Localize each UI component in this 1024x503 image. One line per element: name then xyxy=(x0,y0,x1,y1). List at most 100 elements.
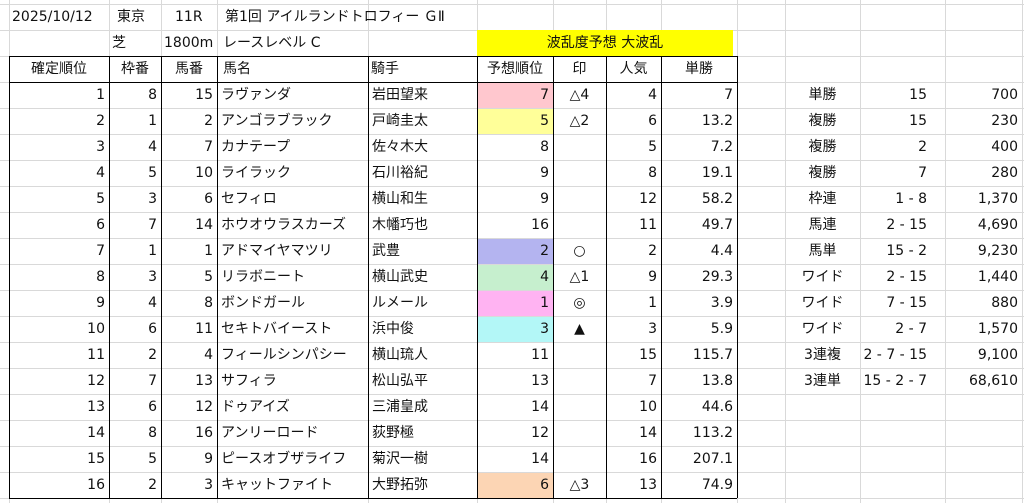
gridline xyxy=(0,316,1024,317)
payout-type: 単勝 xyxy=(808,87,837,103)
payout-combo: 2 xyxy=(918,139,927,155)
payout-amount: 700 xyxy=(991,87,1018,103)
cell-pred: 2 xyxy=(540,243,549,259)
cell-rank: 11 xyxy=(87,347,105,363)
payout-amount: 4,690 xyxy=(977,217,1018,233)
cell-mark xyxy=(553,394,606,420)
cell-uma: 14 xyxy=(195,217,213,233)
gridline xyxy=(0,290,1024,291)
table-border xyxy=(368,56,369,498)
column-header: 単勝 xyxy=(685,61,713,77)
gridline xyxy=(785,0,786,503)
cell-horse: ラヴァンダ xyxy=(221,87,291,103)
distance: 1800m xyxy=(164,35,214,51)
payout-amount: 1,370 xyxy=(977,191,1018,207)
cell-horse: ライラック xyxy=(221,165,291,181)
cell-jockey: ルメール xyxy=(372,295,428,311)
cell-mark: ▲ xyxy=(574,321,585,337)
cell-rank: 5 xyxy=(96,191,105,207)
cell-waku: 7 xyxy=(148,217,157,233)
cell-mark xyxy=(553,342,606,368)
payout-type: ワイド xyxy=(801,321,844,337)
gridline xyxy=(0,212,1024,213)
cell-jockey: 大野拓弥 xyxy=(372,477,428,493)
cell-waku: 6 xyxy=(148,321,157,337)
cell-odds: 13.2 xyxy=(701,113,733,129)
payout-combo: 2 - 7 - 15 xyxy=(863,347,927,363)
cell-horse: ホウオウラスカーズ xyxy=(221,217,347,233)
cell-jockey: 石川裕紀 xyxy=(372,165,428,181)
table-border xyxy=(553,56,554,498)
table-border xyxy=(161,56,162,498)
table-border xyxy=(9,56,10,498)
cell-pred: 1 xyxy=(540,295,549,311)
column-header: 枠番 xyxy=(121,61,149,77)
payout-amount: 230 xyxy=(991,113,1018,129)
gridline xyxy=(0,160,1024,161)
cell-pred: 4 xyxy=(540,269,549,285)
cell-rank: 16 xyxy=(87,477,105,493)
prediction-highlight xyxy=(478,109,553,134)
cell-odds: 113.2 xyxy=(692,425,733,441)
cell-pop: 10 xyxy=(639,399,657,415)
payout-combo: 1 - 8 xyxy=(895,191,927,207)
payout-type: 馬単 xyxy=(808,243,837,259)
cell-pop: 7 xyxy=(648,373,657,389)
payout-amount: 9,100 xyxy=(977,347,1018,363)
cell-pop: 13 xyxy=(639,477,657,493)
gridline xyxy=(0,446,1024,447)
cell-pred: 16 xyxy=(531,217,549,233)
payout-combo: 15 - 2 xyxy=(886,243,927,259)
table-border xyxy=(661,56,662,498)
cell-jockey: 浜中俊 xyxy=(372,321,414,337)
cell-pop: 15 xyxy=(639,347,657,363)
cell-pop: 14 xyxy=(639,425,657,441)
gridline xyxy=(0,472,1024,473)
cell-mark: △1 xyxy=(569,269,590,285)
cell-jockey: 戸崎圭太 xyxy=(372,113,428,129)
payout-type: 複勝 xyxy=(808,113,837,129)
cell-rank: 7 xyxy=(96,243,105,259)
cell-pop: 6 xyxy=(648,113,657,129)
cell-uma: 6 xyxy=(204,191,213,207)
cell-odds: 5.9 xyxy=(710,321,733,337)
cell-mark xyxy=(553,368,606,394)
cell-pred: 11 xyxy=(531,347,549,363)
cell-horse: ドゥアイズ xyxy=(221,399,290,415)
column-header: 印 xyxy=(572,61,587,77)
forecast-banner xyxy=(477,30,733,56)
cell-horse: アドマイヤマツリ xyxy=(221,243,333,259)
payout-combo: 7 xyxy=(918,165,927,181)
cell-waku: 2 xyxy=(148,477,157,493)
payout-type: 複勝 xyxy=(808,165,837,181)
cell-uma: 13 xyxy=(195,373,213,389)
cell-pop: 11 xyxy=(639,217,657,233)
payout-combo: 7 - 15 xyxy=(886,295,927,311)
payout-combo: 15 - 2 - 7 xyxy=(863,373,927,389)
cell-uma: 11 xyxy=(195,321,213,337)
cell-pred: 9 xyxy=(540,165,549,181)
cell-mark: ○ xyxy=(573,243,586,259)
cell-waku: 3 xyxy=(148,269,157,285)
cell-pred: 14 xyxy=(531,451,549,467)
cell-uma: 15 xyxy=(195,87,213,103)
cell-waku: 1 xyxy=(148,243,157,259)
prediction-highlight xyxy=(478,239,553,264)
cell-rank: 9 xyxy=(96,295,105,311)
column-header: 予想順位 xyxy=(487,61,543,77)
cell-horse: キャットファイト xyxy=(221,477,333,493)
cell-pred: 8 xyxy=(540,139,549,155)
table-border xyxy=(606,56,607,498)
payout-type: 枠連 xyxy=(808,191,837,207)
cell-pop: 2 xyxy=(648,243,657,259)
cell-pred: 3 xyxy=(540,321,549,337)
cell-jockey: 三浦皇成 xyxy=(372,399,428,415)
cell-horse: フィールシンパシー xyxy=(221,347,347,363)
cell-waku: 2 xyxy=(148,347,157,363)
payout-type: 複勝 xyxy=(808,139,837,155)
cell-mark: △3 xyxy=(569,477,590,493)
cell-odds: 58.2 xyxy=(701,191,733,207)
cell-horse: ボンドガール xyxy=(221,295,305,311)
gridline xyxy=(1022,0,1023,503)
cell-pop: 9 xyxy=(648,269,657,285)
